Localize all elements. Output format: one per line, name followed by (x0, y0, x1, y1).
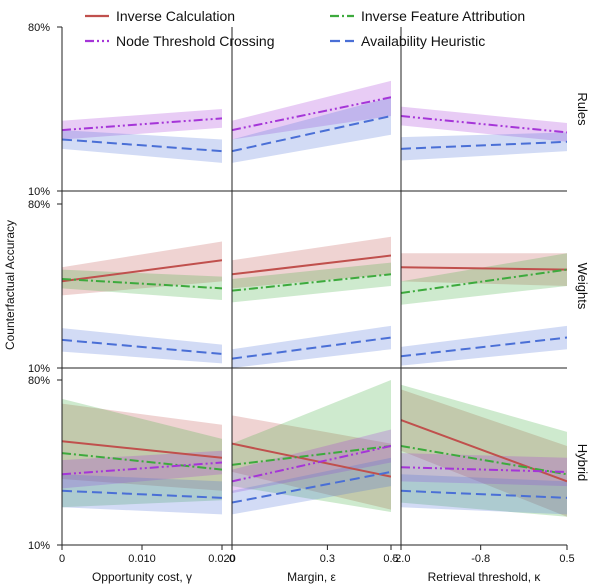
band-inverse-feature-attribution (401, 253, 567, 305)
y-tick-label: 10% (28, 540, 50, 552)
band-inverse-calculation (401, 389, 567, 517)
band-inverse-calculation (232, 415, 391, 510)
x-tick-label: 0.020 (208, 553, 236, 565)
line-inverse-calculation (62, 259, 222, 283)
band-node-threshold-crossing (232, 429, 391, 494)
line-node-threshold-crossing (401, 466, 567, 473)
panel-rules-0 (62, 109, 222, 163)
x-tick-label: 0.5 (559, 553, 574, 565)
x-tick-label: 0.3 (320, 553, 335, 565)
line-availability-heuristic (232, 336, 391, 360)
band-inverse-calculation (401, 253, 567, 286)
panel-weights-0 (62, 241, 222, 364)
line-inverse-feature-attribution (62, 452, 222, 471)
line-inverse-feature-attribution (62, 277, 222, 290)
y-tick-label: 80% (28, 199, 50, 211)
band-inverse-calculation (232, 236, 391, 289)
band-availability-heuristic (62, 130, 222, 163)
row-label-rules: Rules (575, 92, 589, 126)
x-tick-label: 0 (59, 553, 65, 565)
y-tick-label: 80% (28, 375, 50, 387)
legend-label-inverse-calculation: Inverse Calculation (116, 8, 235, 24)
band-availability-heuristic (62, 328, 222, 364)
x-axis-label-col-0: Opportunity cost, γ (92, 570, 192, 584)
y-tick-label: 10% (28, 363, 50, 375)
line-node-threshold-crossing (401, 115, 567, 134)
line-node-threshold-crossing (62, 117, 222, 132)
line-availability-heuristic (401, 336, 567, 358)
x-tick-label: 0 (229, 553, 235, 565)
band-availability-heuristic (401, 132, 567, 161)
legend-label-availability-heuristic: Availability Heuristic (361, 33, 485, 49)
band-inverse-feature-attribution (62, 398, 222, 508)
panel-hybrid-1 (232, 380, 391, 515)
line-inverse-calculation (62, 440, 222, 459)
band-availability-heuristic (232, 325, 391, 368)
line-availability-heuristic (62, 489, 222, 499)
panels (62, 80, 567, 517)
band-node-threshold-crossing (232, 80, 391, 140)
band-node-threshold-crossing (62, 450, 222, 489)
line-node-threshold-crossing (232, 445, 391, 483)
line-inverse-calculation (232, 254, 391, 276)
line-node-threshold-crossing (232, 96, 391, 132)
y-axis-label: Counterfactual Accuracy (3, 220, 17, 350)
x-tick-label: 0.5 (383, 553, 398, 565)
row-label-hybrid: Hybrid (575, 444, 589, 482)
panel-weights-1 (232, 236, 391, 368)
line-availability-heuristic (401, 140, 567, 150)
legend-label-inverse-feature-attribution: Inverse Feature Attribution (361, 8, 525, 24)
row-label-weights: Weights (575, 263, 589, 310)
line-availability-heuristic (62, 338, 222, 355)
panel-rules-1 (232, 80, 391, 163)
legend: Inverse Calculation Inverse Feature Attri… (85, 8, 525, 49)
line-availability-heuristic (401, 489, 567, 499)
band-availability-heuristic (401, 325, 567, 366)
band-inverse-feature-attribution (62, 269, 222, 301)
panel-rules-2 (401, 106, 567, 161)
x-axis-label-col-1: Margin, ε (287, 570, 336, 584)
x-tick-label: -2.0 (392, 553, 411, 565)
panel-hybrid-0 (62, 398, 222, 515)
line-availability-heuristic (232, 470, 391, 504)
x-tick-label: 0.010 (128, 553, 156, 565)
panel-weights-2 (401, 253, 567, 366)
x-tick-label: -0.8 (471, 553, 490, 565)
line-availability-heuristic (232, 115, 391, 153)
line-inverse-feature-attribution (232, 445, 391, 466)
band-availability-heuristic (232, 457, 391, 515)
line-node-threshold-crossing (62, 461, 222, 476)
panel-hybrid-2 (401, 384, 567, 517)
y-tick-label: 10% (28, 186, 50, 198)
line-availability-heuristic (62, 138, 222, 153)
line-inverse-feature-attribution (401, 268, 567, 295)
legend-label-node-threshold-crossing: Node Threshold Crossing (116, 33, 275, 49)
band-node-threshold-crossing (62, 109, 222, 140)
line-inverse-feature-attribution (401, 445, 567, 476)
y-tick-label: 80% (28, 22, 50, 34)
x-axis-label-col-2: Retrieval threshold, κ (428, 570, 542, 584)
line-inverse-calculation (232, 442, 391, 478)
band-inverse-calculation (62, 403, 222, 491)
band-availability-heuristic (232, 97, 391, 163)
band-inverse-feature-attribution (232, 262, 391, 303)
line-inverse-calculation (401, 266, 567, 271)
